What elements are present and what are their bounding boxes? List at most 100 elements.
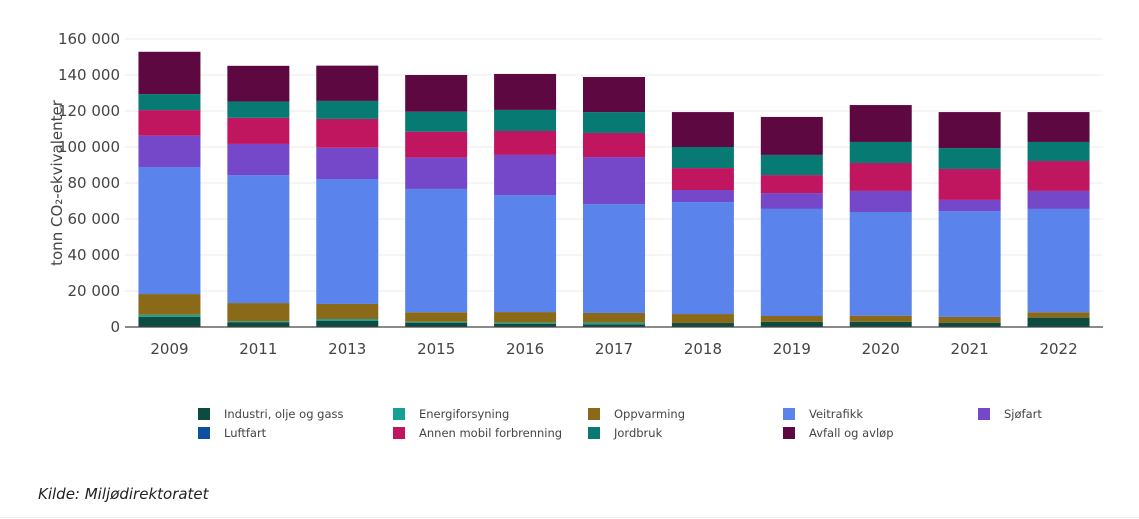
bar-stack-2017: [583, 76, 645, 327]
bar-segment: [849, 105, 912, 142]
bar-segment: [138, 94, 201, 111]
x-tick-label: 2013: [328, 340, 366, 358]
bar-segment: [938, 322, 1001, 327]
bar-segment: [494, 130, 557, 155]
bar-segment: [405, 111, 468, 132]
bar-segment: [760, 116, 823, 155]
bar-segment: [938, 168, 1001, 200]
legend-label: Energiforsyning: [419, 407, 510, 421]
bar-segment: [494, 322, 557, 324]
x-tick-label: 2009: [150, 340, 188, 358]
bar-segment: [316, 118, 379, 148]
bar-segment: [583, 112, 645, 133]
bar-segment: [227, 65, 290, 102]
bar-segment: [405, 75, 468, 112]
legend-swatch: [198, 427, 210, 439]
bar-segment: [760, 175, 823, 194]
bar-stack-2016: [494, 73, 557, 327]
bar-segment: [494, 154, 557, 196]
bar-segment: [316, 100, 379, 119]
bar-segment: [938, 199, 1001, 212]
bar-segment: [1027, 190, 1090, 209]
bar-segment: [583, 132, 645, 158]
bar-segment: [938, 148, 1001, 169]
legend-item[interactable]: Jordbruk: [588, 425, 783, 441]
bar-segment: [316, 65, 379, 101]
legend-label: Annen mobil forbrenning: [419, 426, 563, 440]
bar-segment: [671, 323, 734, 327]
bar-segment: [494, 323, 557, 327]
bar-segment: [583, 312, 645, 323]
bar-segment: [760, 208, 823, 317]
bar-segment: [760, 316, 823, 322]
bar-segment: [138, 51, 201, 95]
bar-segment: [316, 303, 379, 320]
y-tick-label: 80 000: [68, 174, 121, 192]
bar-segment: [849, 141, 912, 164]
bar-stack-2019: [760, 116, 823, 327]
bar-segment: [227, 303, 290, 322]
bar-segment: [849, 163, 912, 191]
bar-stack-2009: [138, 51, 201, 327]
bar-segment: [494, 312, 557, 323]
bar-stack-2015: [405, 75, 468, 327]
bar-segment: [227, 101, 290, 118]
x-tick-label: 2015: [417, 340, 455, 358]
legend-label: Luftfart: [224, 426, 267, 440]
bar-segment: [405, 312, 468, 322]
bar-segment: [671, 190, 734, 203]
stacked-bar-chart: 0 20 000 40 000 60 000 80 000 100 000 120 000 1…: [48, 30, 1103, 358]
bar-stack-2021: [938, 112, 1001, 327]
legend: Industri, olje og gass Energiforsyning Opp…: [198, 406, 1078, 441]
bar-stack-2022: [1027, 112, 1090, 327]
legend-item[interactable]: Luftfart: [198, 425, 393, 441]
bar-segment: [1027, 141, 1090, 162]
x-tick-label: 2022: [1039, 340, 1077, 358]
legend-item[interactable]: Sjøfart: [978, 406, 1078, 422]
x-axis-ticks: 2009 2011 2013 2015 2016 2017 2018 2019 2020 2021…: [150, 340, 1077, 358]
bar-segment: [494, 195, 557, 313]
legend-swatch: [783, 427, 795, 439]
bar-segment: [405, 321, 468, 323]
bar-segment: [671, 147, 734, 169]
bar-segment: [583, 322, 645, 325]
legend-swatch: [588, 408, 600, 420]
x-tick-label: 2018: [684, 340, 722, 358]
bar-segment: [849, 211, 912, 316]
bar-segment: [227, 117, 290, 144]
bar-segment: [494, 109, 557, 131]
y-tick-label: 40 000: [68, 246, 121, 264]
bar-segment: [227, 322, 290, 327]
bar-segment: [405, 322, 468, 327]
bar-stack-2013: [316, 65, 379, 327]
bar-segment: [316, 319, 379, 321]
y-tick-label: 0: [110, 318, 120, 336]
bar-segment: [583, 324, 645, 327]
legend-swatch: [393, 408, 405, 420]
bar-segment: [583, 157, 645, 205]
bar-segment: [760, 154, 823, 176]
bar-segment: [138, 166, 201, 295]
bar-segment: [405, 188, 468, 313]
legend-swatch: [393, 427, 405, 439]
y-tick-label: 60 000: [68, 210, 121, 228]
bar-segment: [1027, 161, 1090, 191]
legend-item[interactable]: Annen mobil forbrenning: [393, 425, 588, 441]
legend-swatch: [588, 427, 600, 439]
bar-segment: [138, 110, 201, 136]
legend-item[interactable]: Veitrafikk: [783, 406, 978, 422]
legend-item[interactable]: Oppvarming: [588, 406, 783, 422]
legend-item[interactable]: Energiforsyning: [393, 406, 588, 422]
bar-segment: [583, 76, 645, 113]
bar-segment: [671, 314, 734, 324]
legend-swatch: [198, 408, 210, 420]
x-tick-label: 2021: [951, 340, 989, 358]
legend-label: Oppvarming: [614, 407, 686, 421]
bar-stack-2011: [227, 65, 290, 327]
bar-segment: [849, 190, 912, 212]
bar-segment: [138, 294, 201, 315]
legend-label: Jordbruk: [614, 426, 663, 440]
legend-item[interactable]: Avfall og avløp: [783, 425, 978, 441]
bar-segment: [227, 143, 290, 176]
legend-item[interactable]: Industri, olje og gass: [198, 406, 393, 422]
